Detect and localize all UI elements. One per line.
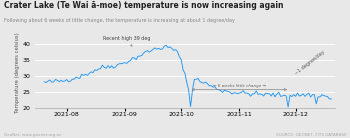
Text: GeoNet, www.geonet.org.nz: GeoNet, www.geonet.org.nz — [4, 133, 61, 137]
Text: Following about 6 weeks of little change, the temperature is increasing at about: Following about 6 weeks of little change… — [4, 18, 234, 23]
Text: ← 6 weeks little change →: ← 6 weeks little change → — [213, 84, 266, 88]
Text: SOURCE: GEONET, FITS DATABASE: SOURCE: GEONET, FITS DATABASE — [276, 133, 346, 137]
Y-axis label: Temperature (degrees celsius): Temperature (degrees celsius) — [15, 32, 20, 113]
Text: ~1 degree/day: ~1 degree/day — [294, 50, 326, 76]
Text: Recent high 39 deg: Recent high 39 deg — [103, 36, 150, 46]
Text: Crater Lake (Te Wai ā-moe) temperature is now increasing again: Crater Lake (Te Wai ā-moe) temperature i… — [4, 1, 283, 10]
